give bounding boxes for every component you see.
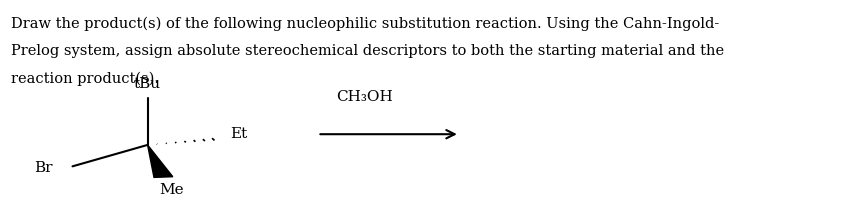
- Text: Me: Me: [158, 184, 183, 197]
- Text: tBu: tBu: [134, 77, 161, 91]
- Text: CH₃OH: CH₃OH: [337, 90, 393, 104]
- Text: Prelog system, assign absolute stereochemical descriptors to both the starting m: Prelog system, assign absolute stereoche…: [11, 44, 723, 58]
- Text: Et: Et: [230, 127, 248, 141]
- Polygon shape: [147, 145, 173, 177]
- Text: Draw the product(s) of the following nucleophilic substitution reaction. Using t: Draw the product(s) of the following nuc…: [11, 16, 718, 31]
- Text: Br: Br: [34, 161, 53, 176]
- Text: reaction product(s).: reaction product(s).: [11, 72, 158, 86]
